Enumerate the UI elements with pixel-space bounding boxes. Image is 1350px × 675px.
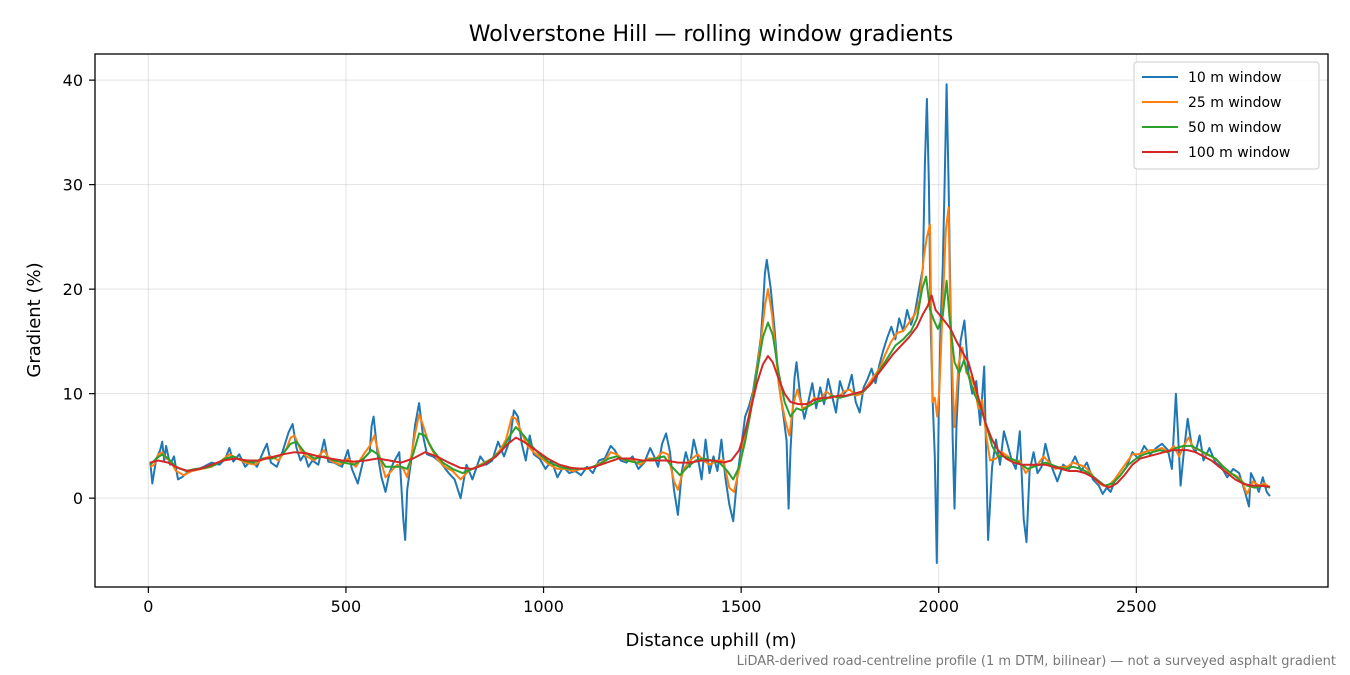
legend-label-2: 25 m window: [1188, 95, 1281, 111]
legend-label-3: 50 m window: [1188, 120, 1281, 136]
series-line-3: [149, 275, 1271, 489]
legend: 10 m window 25 m window 50 m window 100 m w…: [1133, 61, 1320, 170]
series-line-4: [150, 294, 1270, 489]
series-layer: [149, 83, 1271, 564]
y-tick-label: 0: [73, 489, 83, 508]
x-tick-label: 1500: [721, 597, 762, 616]
legend-label-1: 10 m window: [1188, 70, 1281, 86]
y-axis-label: Gradient (%): [24, 262, 45, 377]
plot-frame: [94, 53, 1329, 588]
chart-title: Wolverstone Hill — rolling window gradie…: [469, 22, 953, 47]
y-tick-label: 20: [63, 280, 83, 299]
grid-lines: [95, 54, 1328, 587]
series-line-2: [149, 206, 1271, 495]
x-tick-label: 2500: [1116, 597, 1157, 616]
x-axis-ticks: 0 500 1000 1500 2000 2500: [143, 587, 1157, 616]
y-tick-label: 30: [63, 176, 83, 195]
y-tick-label: 40: [63, 71, 83, 90]
y-axis-ticks: 0 10 20 30 40: [63, 71, 95, 508]
legend-box: [1133, 61, 1320, 170]
x-tick-label: 500: [331, 597, 362, 616]
y-tick-label: 10: [63, 385, 83, 404]
x-tick-label: 0: [143, 597, 153, 616]
x-tick-label: 2000: [918, 597, 959, 616]
x-axis-label: Distance uphill (m): [626, 630, 797, 651]
chart-footnote: LiDAR-derived road-centreline profile (1…: [737, 654, 1336, 669]
legend-label-4: 100 m window: [1188, 145, 1290, 161]
x-tick-label: 1000: [523, 597, 564, 616]
